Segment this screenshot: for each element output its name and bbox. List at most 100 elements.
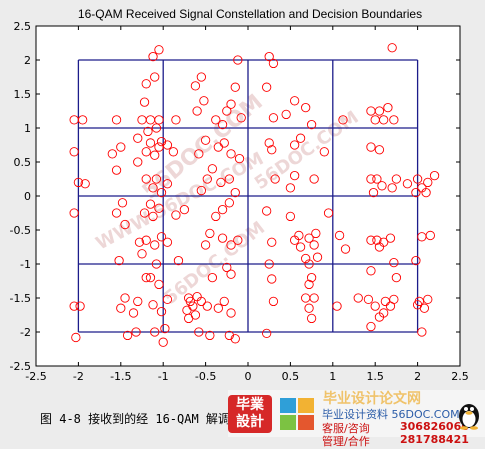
signal-point xyxy=(77,115,88,125)
signal-point xyxy=(226,149,236,159)
signal-point xyxy=(183,313,194,324)
signal-point xyxy=(267,145,277,155)
x-tick-label: -1.5 xyxy=(110,370,131,383)
signal-point xyxy=(366,174,376,184)
signal-point xyxy=(154,142,164,152)
y-tick-label: 0.5 xyxy=(14,156,32,169)
qq-penguin-icon xyxy=(459,404,479,430)
signal-point xyxy=(389,115,399,125)
signal-point xyxy=(334,230,345,241)
signal-point xyxy=(200,240,211,250)
signal-point xyxy=(150,327,160,337)
signal-point xyxy=(173,255,184,266)
signal-point xyxy=(114,255,124,266)
signal-point xyxy=(80,179,90,189)
signal-point xyxy=(391,272,402,283)
signal-point xyxy=(340,244,351,254)
signal-point xyxy=(332,301,342,311)
signal-point xyxy=(268,113,279,123)
signal-point xyxy=(389,257,399,268)
signal-point xyxy=(151,174,162,184)
signal-point xyxy=(285,211,296,222)
signal-point xyxy=(141,79,151,89)
signal-point xyxy=(294,230,304,241)
x-tick-label: -1 xyxy=(158,370,169,383)
signal-point xyxy=(217,119,228,130)
signal-point xyxy=(141,147,151,157)
signal-point xyxy=(387,43,397,53)
signal-point xyxy=(224,330,234,341)
signal-point xyxy=(226,308,236,318)
signal-point xyxy=(264,138,274,148)
signal-point xyxy=(154,45,164,55)
signal-point xyxy=(285,183,296,193)
signal-point xyxy=(267,237,277,247)
signal-point xyxy=(192,291,202,302)
signal-point xyxy=(389,294,399,305)
signal-point xyxy=(162,179,173,189)
signal-point xyxy=(402,179,413,189)
signal-point xyxy=(233,235,243,245)
signal-point xyxy=(309,174,319,184)
signal-point xyxy=(217,204,228,215)
signal-point xyxy=(73,177,84,188)
signal-point xyxy=(122,330,133,341)
signal-point xyxy=(111,165,122,175)
signal-point xyxy=(387,183,397,193)
signal-point xyxy=(309,293,319,303)
signal-point xyxy=(233,55,243,65)
manage-row: 管理/合作 281788421 xyxy=(322,433,469,449)
signal-point xyxy=(200,135,211,145)
signal-point xyxy=(162,140,173,150)
signal-point xyxy=(158,337,168,347)
y-tick-label: 1 xyxy=(24,122,31,135)
signal-point xyxy=(154,203,164,213)
signal-point xyxy=(194,149,204,159)
signal-point xyxy=(311,228,321,239)
signal-point xyxy=(295,133,306,143)
signal-point xyxy=(380,296,391,307)
signal-point xyxy=(139,208,150,218)
signal-point xyxy=(205,228,215,239)
signal-point xyxy=(423,294,433,305)
signal-point xyxy=(368,187,379,198)
signal-point xyxy=(304,259,314,269)
signal-point xyxy=(199,96,209,106)
signal-point xyxy=(289,170,300,181)
signal-point xyxy=(133,296,143,307)
signal-point xyxy=(148,51,158,62)
signal-point xyxy=(71,332,81,343)
signal-point xyxy=(141,272,151,283)
signal-point xyxy=(75,301,85,311)
signal-point xyxy=(148,211,158,222)
signal-point xyxy=(116,303,126,313)
signal-point xyxy=(190,81,201,91)
constellation-figure: 16-QAM Received Signal Constellation and… xyxy=(10,7,469,383)
signal-point xyxy=(134,237,145,247)
signal-point xyxy=(417,327,427,337)
y-tick-label: -2 xyxy=(20,326,31,339)
signal-point xyxy=(207,164,218,174)
signal-point xyxy=(207,272,218,283)
signal-point xyxy=(230,187,240,198)
signal-point xyxy=(374,312,385,322)
signal-point xyxy=(377,181,387,191)
signal-point xyxy=(306,119,317,130)
signal-point xyxy=(224,174,234,184)
signal-point xyxy=(319,147,329,157)
service-label: 客服/咨询 xyxy=(322,422,370,435)
signal-point xyxy=(417,232,427,242)
signal-point xyxy=(338,115,348,125)
signal-point xyxy=(150,240,160,250)
signal-point xyxy=(236,113,246,123)
signal-point xyxy=(353,293,363,303)
signal-point xyxy=(370,301,380,311)
signal-point xyxy=(111,115,122,125)
signal-point xyxy=(179,204,190,215)
signal-point xyxy=(366,321,376,332)
signal-point xyxy=(196,72,207,82)
site-badge: 毕業 設計 毕业设计论文网 毕业设计资料 56DOC.COM 客服/咨询 306… xyxy=(228,390,485,448)
signal-point xyxy=(304,279,314,290)
signal-point xyxy=(262,206,272,216)
signal-point xyxy=(295,242,306,252)
